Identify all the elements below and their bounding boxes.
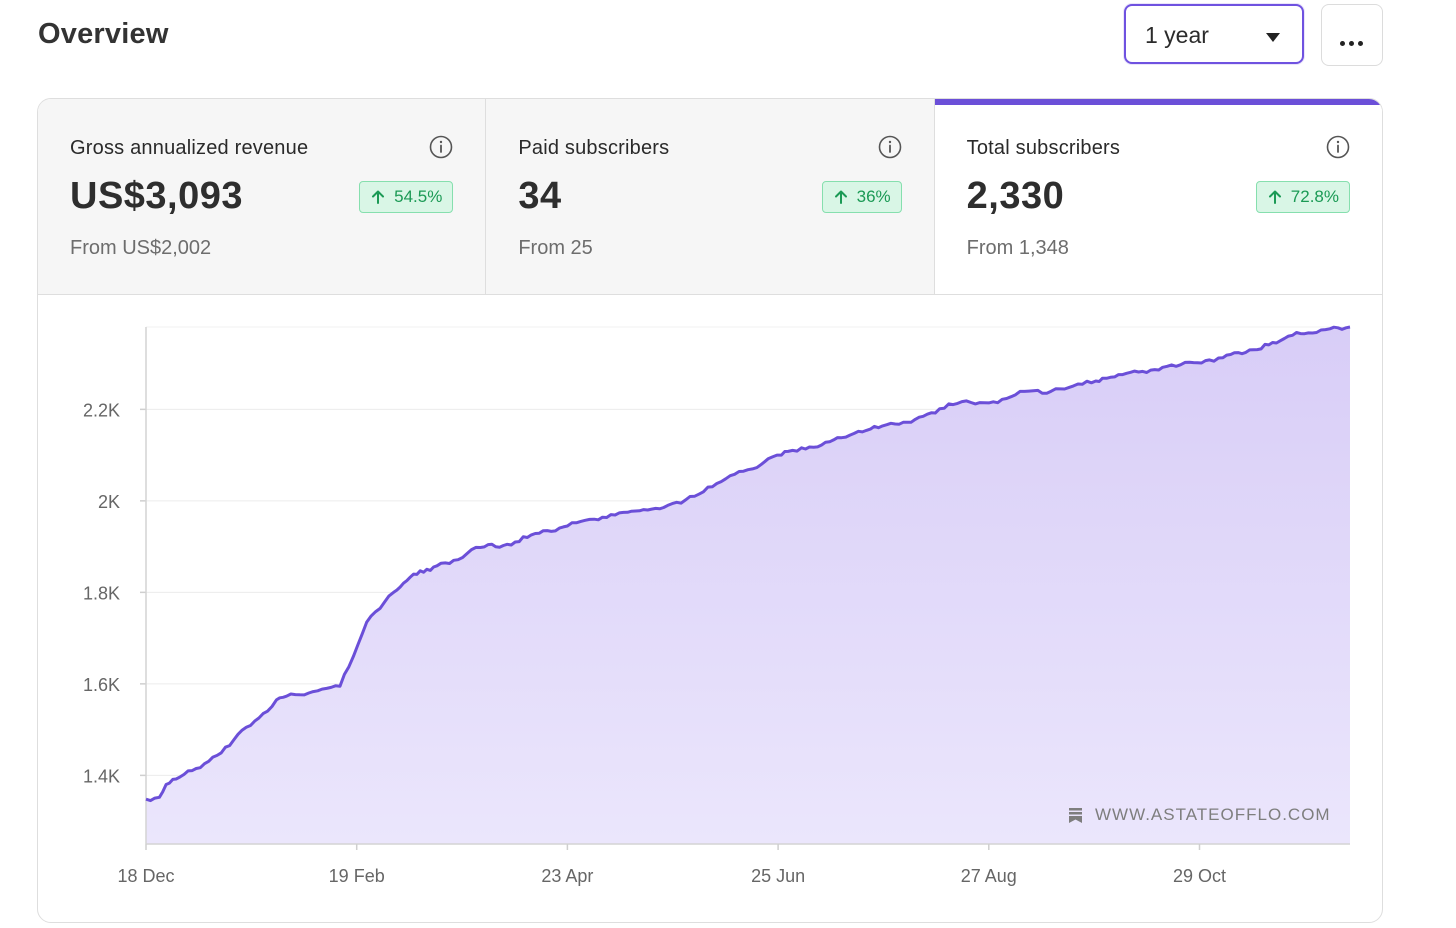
metric-from: From 25 <box>518 237 593 259</box>
y-tick-label: 2K <box>98 492 120 512</box>
chevron-down-icon <box>1266 33 1280 42</box>
arrow-up-icon <box>372 190 385 204</box>
x-tick-label: 27 Aug <box>961 866 1017 886</box>
chart-series-line[interactable] <box>145 325 1351 803</box>
change-badge: 36% <box>821 181 902 213</box>
more-dots-icon <box>1340 33 1367 51</box>
watermark-text: WWW.ASTATEOFFLO.COM <box>1095 805 1331 824</box>
arrow-up-icon <box>834 190 847 204</box>
change-value: 72.8% <box>1290 187 1339 206</box>
y-tick-label: 2.2K <box>83 400 120 420</box>
metric-tab-total-subscribers[interactable]: Total subscribers 2,330 72.8% From 1,348 <box>933 99 1382 294</box>
more-options-button[interactable] <box>1321 4 1383 66</box>
info-icon[interactable] <box>878 135 902 159</box>
watermark: WWW.ASTATEOFFLO.COM <box>1068 805 1331 825</box>
info-icon[interactable] <box>1326 135 1350 159</box>
x-tick-label: 23 Apr <box>541 866 593 886</box>
metric-label: Gross annualized revenue <box>70 137 309 159</box>
change-value: 36% <box>856 187 891 206</box>
x-tick-label: 18 Dec <box>117 866 174 886</box>
metric-tab-gross-revenue[interactable]: Gross annualized revenue US$3,093 54.5% … <box>38 99 486 294</box>
time-range-select[interactable]: 1 year <box>1124 4 1304 64</box>
y-tick-label: 1.4K <box>83 766 120 786</box>
metric-from: From 1,348 <box>966 237 1069 259</box>
info-icon[interactable] <box>429 135 453 159</box>
change-badge: 54.5% <box>359 181 454 213</box>
arrow-up-icon <box>1268 190 1281 204</box>
change-badge: 72.8% <box>1255 181 1350 213</box>
time-range-label: 1 year <box>1145 22 1209 48</box>
metric-from: From US$2,002 <box>70 237 212 259</box>
x-tick-label: 25 Jun <box>751 866 805 886</box>
chart-area-fill <box>146 327 1350 844</box>
page-title: Overview <box>38 18 169 50</box>
bookmark-logo-icon <box>1069 808 1082 823</box>
overview-card: Gross annualized revenue US$3,093 54.5% … <box>37 98 1383 923</box>
y-tick-label: 1.6K <box>83 675 120 695</box>
metric-label: Total subscribers <box>966 137 1121 159</box>
metrics-row: Gross annualized revenue US$3,093 54.5% … <box>38 99 1382 295</box>
metric-value: 2,330 <box>966 175 1065 217</box>
metric-value: 34 <box>518 175 562 217</box>
subscribers-chart: 1.4K 1.6K 1.8K 2K 2.2K 18 Dec 19 Feb 23 Apr 25 J… <box>83 325 1351 886</box>
x-tick-label: 29 Oct <box>1173 866 1226 886</box>
x-tick-label: 19 Feb <box>329 866 385 886</box>
change-value: 54.5% <box>394 187 443 206</box>
metric-label: Paid subscribers <box>518 137 670 159</box>
metric-value: US$3,093 <box>70 175 244 217</box>
y-tick-label: 1.8K <box>83 583 120 603</box>
metric-tab-paid-subscribers[interactable]: Paid subscribers 34 36% From 25 <box>485 99 934 294</box>
